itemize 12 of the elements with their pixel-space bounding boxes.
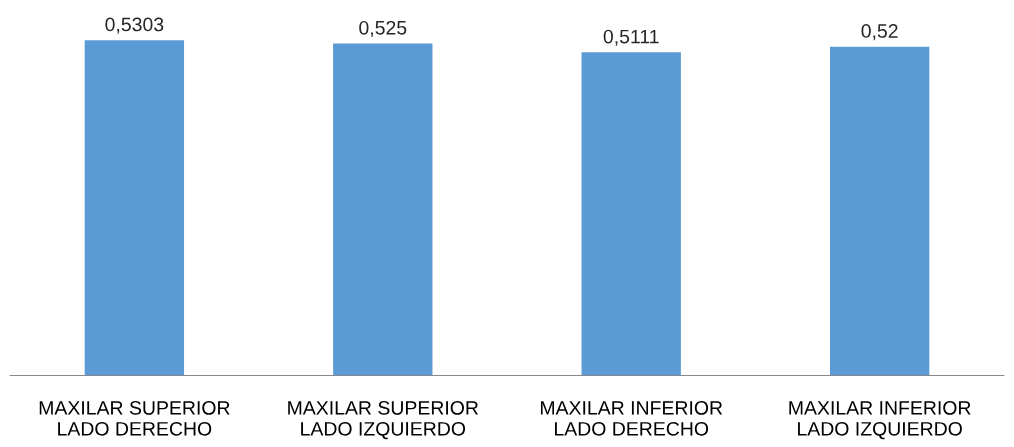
data-label: 0,5303 <box>105 17 164 34</box>
data-label: 0,52 <box>861 24 898 41</box>
bar <box>829 46 930 376</box>
x-tick-label: MAXILAR SUPERIOR LADO DERECHO <box>39 400 230 436</box>
x-tick-label: MAXILAR INFERIOR LADO IZQUIERDO <box>789 400 971 440</box>
x-tick-label: MAXILAR SUPERIOR LADO IZQUIERDO <box>288 400 479 440</box>
data-label: 0,5111 <box>603 29 659 46</box>
x-tick-label: MAXILAR INFERIOR LADO DERECHO <box>540 400 723 436</box>
data-label: 0,525 <box>359 20 407 37</box>
bar <box>84 40 185 376</box>
bar <box>333 43 433 376</box>
bar <box>581 52 681 376</box>
